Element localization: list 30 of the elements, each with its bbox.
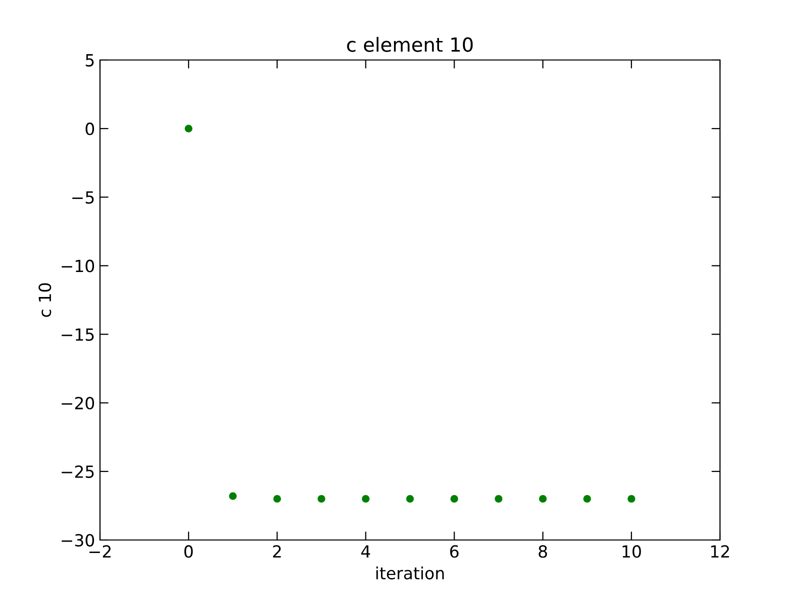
x-tick-label: −2 bbox=[89, 545, 111, 558]
point bbox=[406, 495, 414, 503]
point bbox=[450, 495, 458, 503]
x-tick-label: 8 bbox=[538, 545, 548, 558]
y-tick-label: −15 bbox=[62, 328, 94, 341]
x-tick-label: 12 bbox=[711, 545, 729, 558]
point bbox=[628, 495, 636, 503]
point bbox=[184, 124, 192, 132]
x-tick-label: 2 bbox=[273, 545, 281, 558]
y-tick-label: −30 bbox=[62, 534, 94, 547]
point bbox=[494, 495, 502, 503]
point bbox=[539, 495, 547, 503]
x-tick-label: 10 bbox=[622, 545, 641, 558]
y-axis-title: c 10 bbox=[38, 283, 52, 317]
x-axis-title: iteration bbox=[376, 566, 444, 580]
x-tick-label: 0 bbox=[184, 545, 193, 558]
y-tick-label: 0 bbox=[86, 122, 94, 136]
point bbox=[318, 495, 326, 503]
y-tick-label: −5 bbox=[72, 191, 94, 204]
chart-title: c element 10 bbox=[347, 36, 473, 52]
point bbox=[229, 492, 237, 500]
y-tick-label: −25 bbox=[62, 465, 94, 478]
y-tick-label: −20 bbox=[62, 396, 94, 410]
point bbox=[273, 495, 281, 503]
point bbox=[362, 495, 370, 503]
y-tick-label: −10 bbox=[62, 260, 94, 272]
point bbox=[583, 495, 591, 503]
x-tick-label: 4 bbox=[361, 545, 370, 558]
y-tick-label: 5 bbox=[86, 54, 94, 67]
x-tick-label: 6 bbox=[450, 545, 459, 558]
